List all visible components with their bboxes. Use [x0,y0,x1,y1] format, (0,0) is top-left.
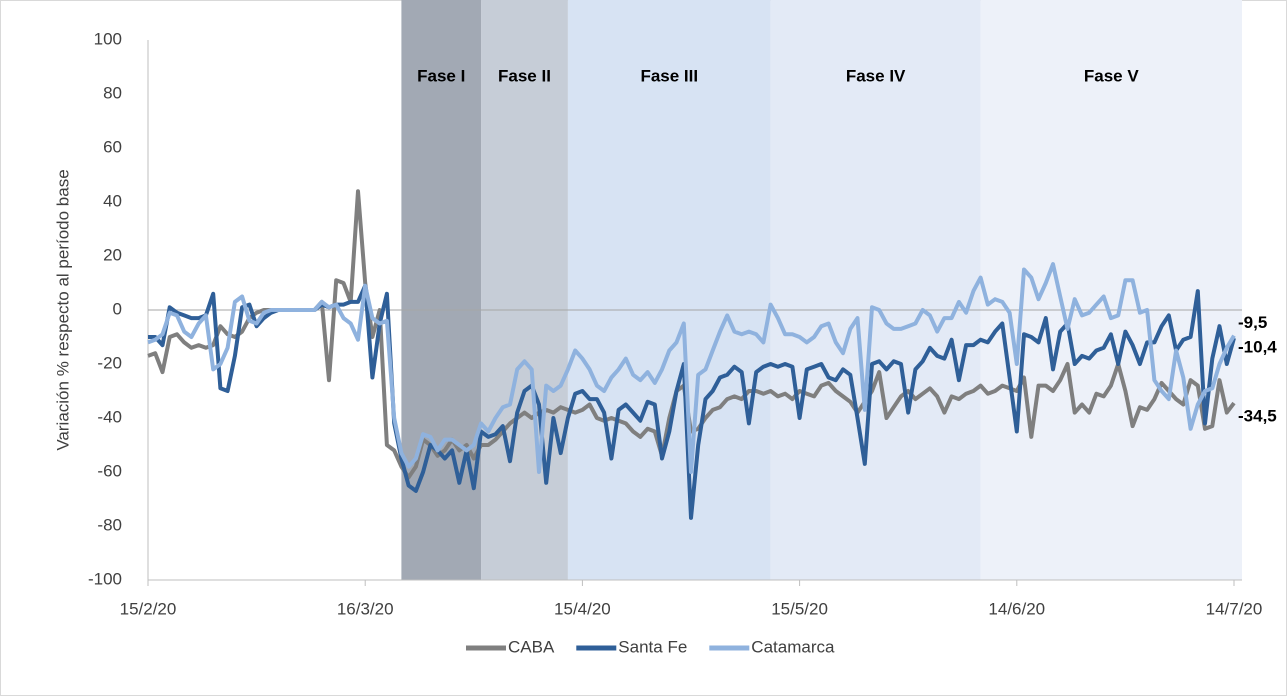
phase-label: Fase I [417,66,465,85]
phase-bands: Fase I Fase II Fase III Fase IV Fase V [401,0,1242,580]
legend-label: CABA [508,637,555,656]
legend-label: Santa Fe [618,637,687,656]
y-tick-label: 20 [103,245,122,264]
legend-label: Catamarca [751,637,835,656]
phase-band [980,0,1242,580]
phase-label: Fase II [498,66,551,85]
phase-band [567,0,771,580]
y-tick-label: 60 [103,137,122,156]
y-tick-label: 40 [103,191,122,210]
y-tick-label: 80 [103,83,122,102]
end-label: -10,4 [1238,338,1277,357]
lines [147,189,1236,520]
x-tick-label: 14/6/20 [988,599,1045,618]
phase-label: Fase III [640,66,698,85]
x-tick-label: 15/4/20 [554,599,611,618]
x-tick-label: 15/2/20 [120,599,177,618]
phase-band [401,0,482,580]
axes: -100 -80 -60 -40 -20 0 20 40 60 80 100 15/2/20 16/3/… [88,29,1262,618]
phase-label: Fase IV [846,66,906,85]
y-tick-label: -40 [97,407,122,426]
x-tick-label: 16/3/20 [337,599,394,618]
y-axis-label: Variación % respecto al período base [53,169,72,450]
series-line [147,262,1236,474]
y-tick-label: 100 [94,29,122,48]
x-tick-label: 15/5/20 [771,599,828,618]
y-tick-label: -20 [97,353,122,372]
phase-label: Fase V [1084,66,1139,85]
y-tick-label: -60 [97,461,122,480]
y-tick-label: -80 [97,515,122,534]
end-label: -9,5 [1238,313,1267,332]
x-tick-label: 14/7/20 [1206,599,1263,618]
phase-band [770,0,981,580]
phase-band [481,0,568,580]
y-tick-label: 0 [113,299,122,318]
end-label: -34,5 [1238,407,1277,426]
y-tick-label: -100 [88,569,122,588]
